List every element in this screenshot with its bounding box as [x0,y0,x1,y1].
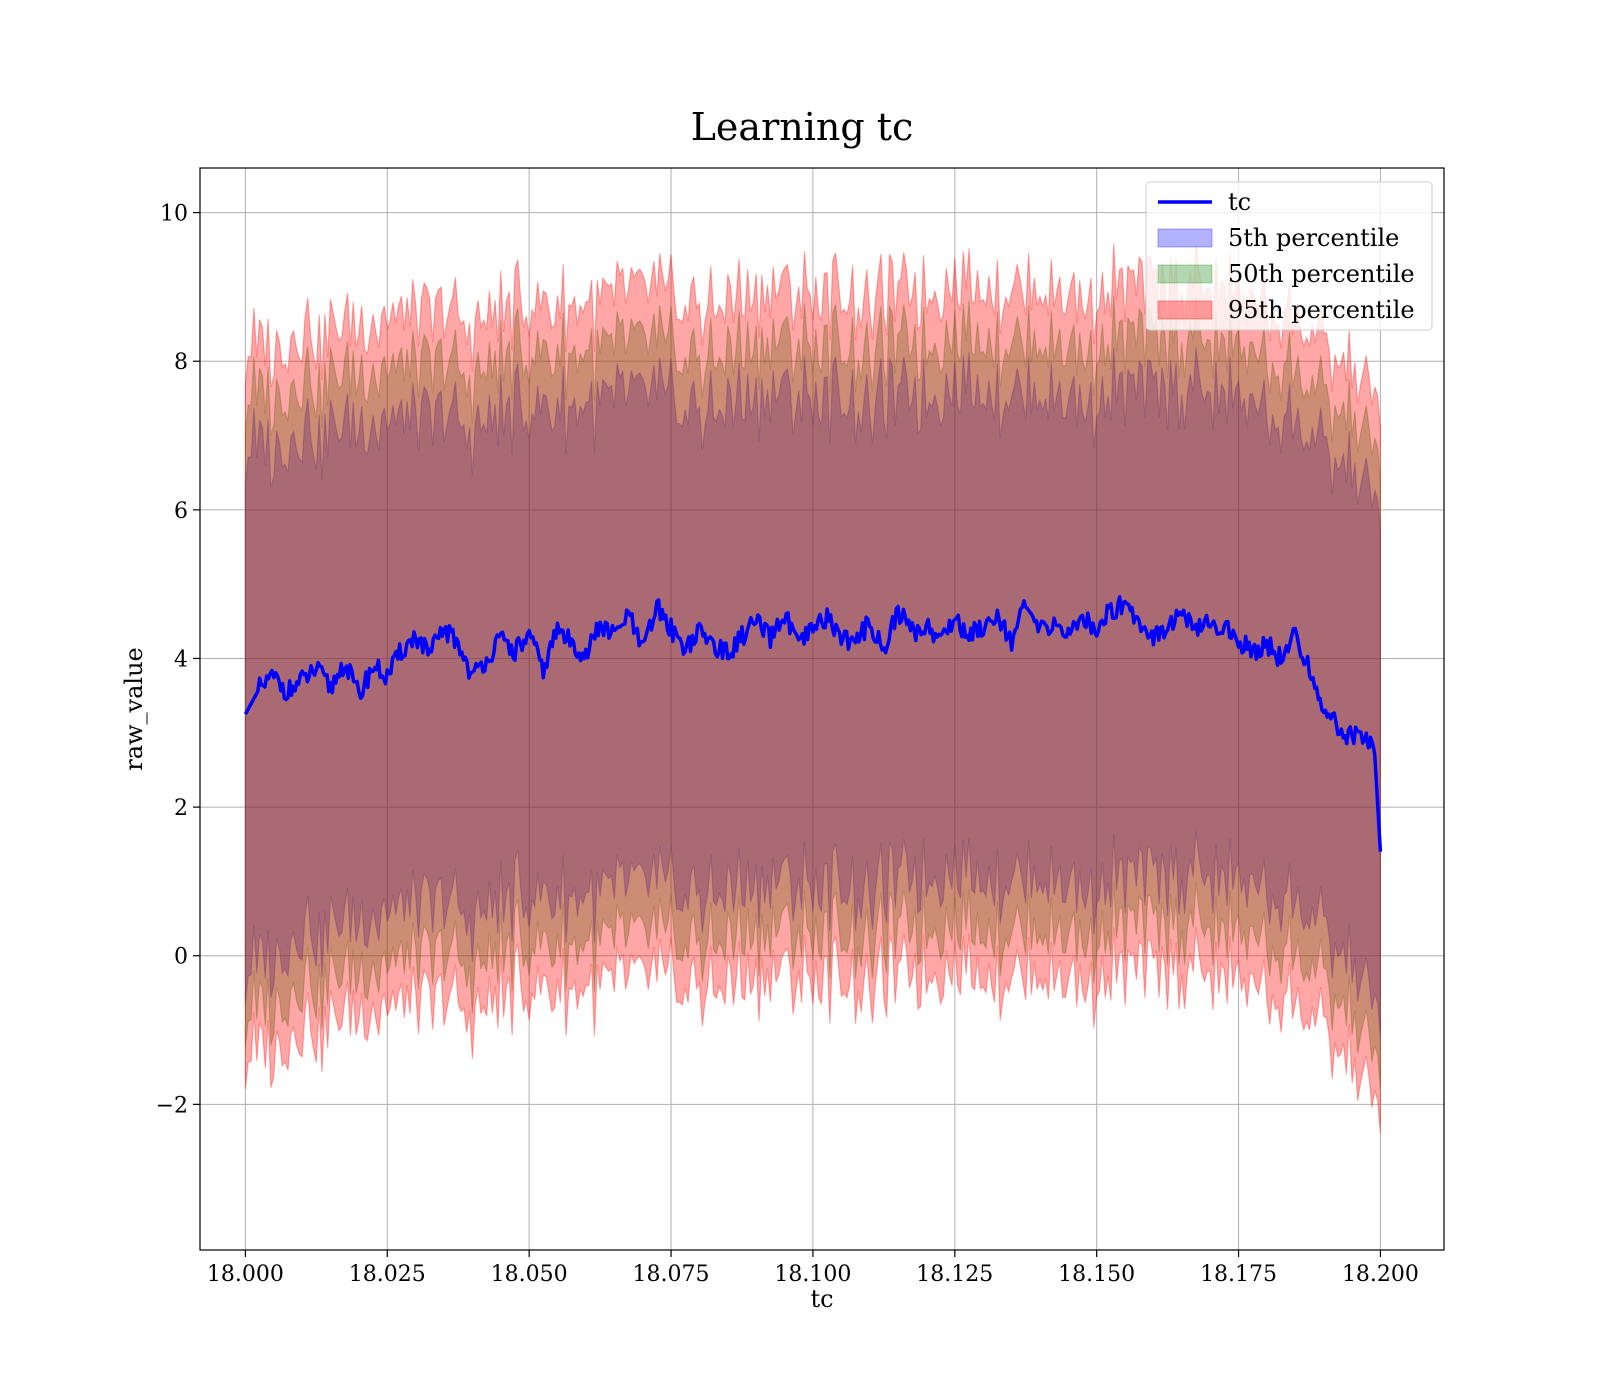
x-tick-label: 18.175 [1200,1262,1277,1287]
y-tick-label: 8 [174,350,188,375]
x-tick-label: 18.075 [633,1262,710,1287]
x-tick-label: 18.100 [774,1262,851,1287]
legend-swatch-patch [1157,228,1213,248]
legend-label: 5th percentile [1228,224,1399,252]
grid-layer [200,168,1444,1250]
x-tick-label: 18.050 [491,1262,568,1287]
legend-swatch-patch [1157,300,1213,320]
y-tick-label: 4 [174,647,188,672]
x-tick-label: 18.000 [207,1262,284,1287]
y-tick-label: −2 [156,1093,188,1118]
y-tick-label: 10 [160,202,188,227]
band-5th-percentile [244,347,1381,1038]
band-95th-percentile [244,243,1381,1134]
legend-swatch-patch [1157,264,1213,284]
y-axis-ticks: −2 0 2 4 6 8 10 [156,202,200,1118]
x-tick-label: 18.200 [1342,1262,1419,1287]
legend-label: 50th percentile [1228,260,1415,288]
y-tick-label: 0 [174,945,188,970]
legend-label: tc [1228,188,1251,216]
band-50th-percentile [244,295,1381,1090]
y-tick-label: 6 [174,499,188,524]
x-axis-ticks: 18.000 18.025 18.050 18.075 18.100 18.125 18.1… [207,1250,1419,1287]
x-axis-title: tc [810,1285,833,1313]
x-tick-label: 18.150 [1058,1262,1135,1287]
legend-box [1145,181,1433,331]
legend: tc 5th percentile 50th percentile 95th perc… [1145,181,1433,331]
line-layer [243,595,1383,852]
band-layer [244,243,1381,1134]
plot-frame [199,167,1445,1251]
y-axis-title: raw_value [120,647,148,771]
series-line-tc [243,595,1383,852]
chart-title: Learning tc [691,105,914,149]
x-tick-label: 18.125 [916,1262,993,1287]
legend-label: 95th percentile [1228,296,1415,324]
x-tick-label: 18.025 [349,1262,426,1287]
y-tick-label: 2 [174,796,188,821]
